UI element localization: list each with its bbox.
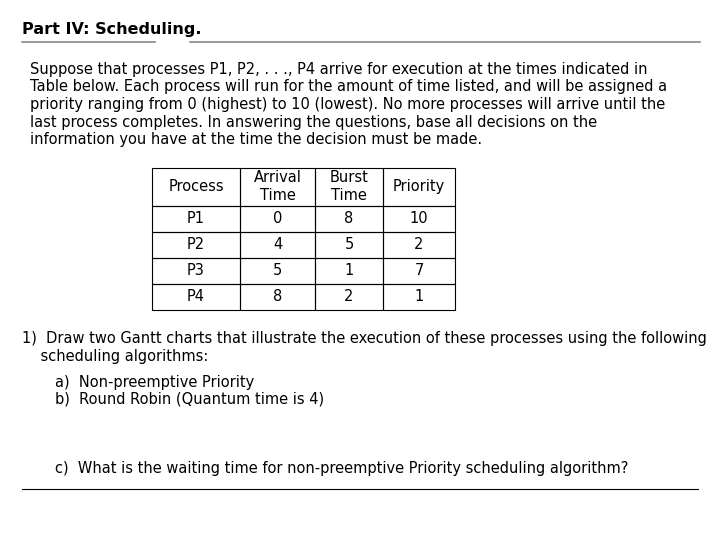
Text: Burst
Time: Burst Time [330, 170, 369, 203]
Bar [240, 206, 315, 232]
Bar [240, 168, 315, 206]
Text: scheduling algorithms:: scheduling algorithms: [22, 349, 208, 364]
Bar [152, 232, 240, 257]
Bar [315, 168, 383, 206]
Bar [240, 257, 315, 284]
Text: 4: 4 [273, 237, 282, 252]
Bar [383, 284, 455, 310]
Bar [240, 284, 315, 310]
Text: priority ranging from 0 (highest) to 10 (lowest). No more processes will arrive : priority ranging from 0 (highest) to 10 … [30, 97, 665, 112]
Bar [315, 284, 383, 310]
Bar [315, 232, 383, 257]
Text: c)  What is the waiting time for non-preemptive Priority scheduling algorithm?: c) What is the waiting time for non-pree… [55, 461, 629, 476]
Bar [315, 206, 383, 232]
Text: Suppose that processes P1, P2, . . ., P4 arrive for execution at the times indic: Suppose that processes P1, P2, . . ., P4… [30, 62, 647, 77]
Bar [383, 232, 455, 257]
Text: Process: Process [168, 179, 224, 194]
Text: Priority: Priority [393, 179, 445, 194]
Text: Table below. Each process will run for the amount of time listed, and will be as: Table below. Each process will run for t… [30, 80, 667, 95]
Text: 10: 10 [410, 211, 428, 226]
Bar [152, 257, 240, 284]
Bar [383, 257, 455, 284]
Bar [315, 257, 383, 284]
Text: 2: 2 [414, 237, 423, 252]
Text: Part IV: Scheduling.: Part IV: Scheduling. [22, 22, 202, 37]
Text: b)  Round Robin (Quantum time is 4): b) Round Robin (Quantum time is 4) [55, 392, 324, 407]
Text: 1: 1 [415, 289, 423, 304]
Text: last process completes. In answering the questions, base all decisions on the: last process completes. In answering the… [30, 114, 597, 130]
Text: 8: 8 [344, 211, 354, 226]
Text: P2: P2 [187, 237, 205, 252]
Text: 1)  Draw two Gantt charts that illustrate the execution of these processes using: 1) Draw two Gantt charts that illustrate… [22, 332, 707, 347]
Text: 5: 5 [273, 263, 282, 278]
Bar [240, 232, 315, 257]
Bar [152, 284, 240, 310]
Bar [152, 168, 240, 206]
Text: P3: P3 [187, 263, 205, 278]
Bar [383, 206, 455, 232]
Text: 1: 1 [344, 263, 354, 278]
Text: P1: P1 [187, 211, 205, 226]
Text: P4: P4 [187, 289, 205, 304]
Bar [383, 168, 455, 206]
Text: 0: 0 [273, 211, 282, 226]
Text: 2: 2 [344, 289, 354, 304]
Text: information you have at the time the decision must be made.: information you have at the time the dec… [30, 132, 482, 147]
Text: 8: 8 [273, 289, 282, 304]
Text: 5: 5 [344, 237, 354, 252]
Bar [152, 206, 240, 232]
Text: 7: 7 [414, 263, 423, 278]
Text: a)  Non-preemptive Priority: a) Non-preemptive Priority [55, 374, 254, 389]
Text: Arrival
Time: Arrival Time [253, 170, 302, 203]
